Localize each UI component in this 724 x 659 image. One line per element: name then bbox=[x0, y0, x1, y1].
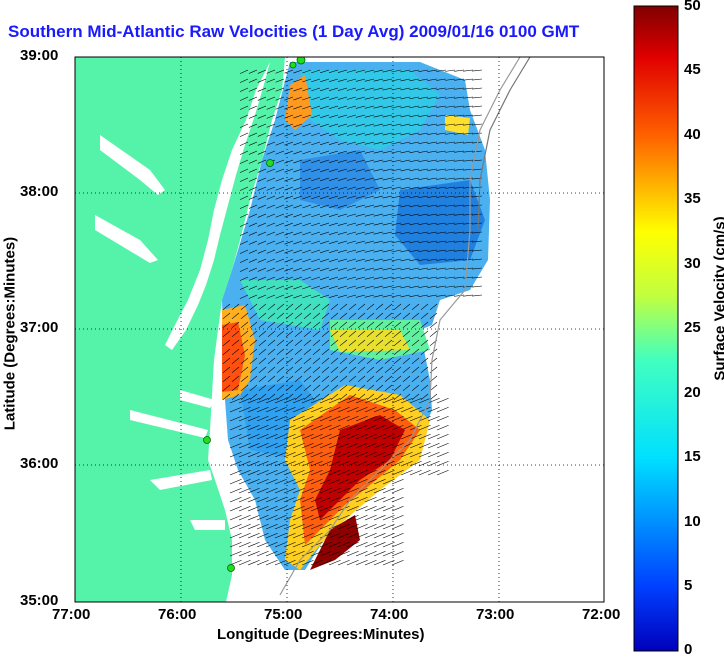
x-tick: 72:00 bbox=[582, 606, 621, 623]
colorbar bbox=[633, 5, 679, 652]
velocity-arrows bbox=[222, 69, 483, 566]
colorbar-tick: 15 bbox=[684, 448, 701, 465]
y-tick: 36:00 bbox=[20, 455, 59, 472]
shelf-contour bbox=[279, 57, 521, 596]
colorbar-tick: 5 bbox=[684, 577, 693, 594]
x-axis-label: Longitude (Degrees:Minutes) bbox=[217, 626, 425, 643]
colorbar-tick: 45 bbox=[684, 61, 701, 78]
grid-lines bbox=[75, 57, 604, 602]
colorbar-tick: 30 bbox=[684, 255, 701, 272]
y-tick: 39:00 bbox=[20, 47, 59, 64]
radar-stations bbox=[203, 57, 306, 572]
y-axis-label: Latitude (Degrees:Minutes) bbox=[1, 236, 19, 431]
colorbar-tick: 35 bbox=[684, 190, 701, 207]
colorbar-tick: 25 bbox=[684, 319, 701, 336]
colorbar-tick: 50 bbox=[684, 0, 701, 14]
map-title: Southern Mid-Atlantic Raw Velocities (1 … bbox=[8, 22, 580, 41]
x-tick: 74:00 bbox=[370, 606, 409, 623]
y-tick: 38:00 bbox=[20, 183, 59, 200]
colorbar-tick: 10 bbox=[684, 513, 701, 530]
y-tick: 37:00 bbox=[20, 319, 59, 336]
x-tick: 76:00 bbox=[158, 606, 197, 623]
y-tick: 35:00 bbox=[20, 592, 59, 609]
colorbar-tick: 20 bbox=[684, 384, 701, 401]
colorbar-tick: 40 bbox=[684, 126, 701, 143]
colorbar-label: Surface Velocity (cm/s) bbox=[711, 216, 724, 381]
chesapeake-bay bbox=[165, 62, 270, 350]
x-tick: 77:00 bbox=[52, 606, 91, 623]
x-tick: 73:00 bbox=[476, 606, 515, 623]
colorbar-tick: 0 bbox=[684, 641, 693, 658]
velocity-field bbox=[222, 62, 490, 570]
x-tick: 75:00 bbox=[264, 606, 303, 623]
